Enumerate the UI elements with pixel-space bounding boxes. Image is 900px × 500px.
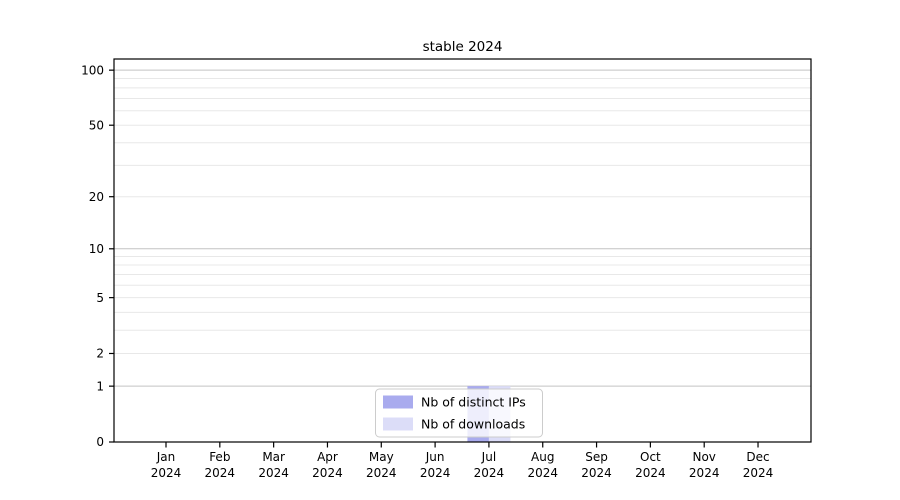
x-tick-label-dec: Dec 2024 — [743, 450, 774, 480]
x-tick-label-nov: Nov 2024 — [689, 450, 720, 480]
y-tick-label-50: 50 — [89, 118, 104, 132]
x-tick-label-jun: Jun 2024 — [420, 450, 451, 480]
legend-swatch-distinct-ips — [383, 395, 413, 409]
y-tick-label-5: 5 — [96, 291, 104, 305]
x-tick-label-feb: Feb 2024 — [205, 450, 236, 480]
x-tick-label-aug: Aug 2024 — [527, 450, 558, 480]
legend-swatch-downloads — [383, 417, 413, 431]
x-tick-label-oct: Oct 2024 — [635, 450, 666, 480]
y-tick-label-0: 0 — [96, 435, 104, 449]
y-tick-label-100: 100 — [81, 63, 104, 77]
x-tick-label-mar: Mar 2024 — [258, 450, 289, 480]
x-tick-label-jul: Jul 2024 — [474, 450, 505, 480]
legend-label-downloads: Nb of downloads — [421, 417, 525, 432]
y-tick-label-20: 20 — [89, 190, 104, 204]
y-tick-label-2: 2 — [96, 347, 104, 361]
y-tick-label-10: 10 — [89, 242, 104, 256]
legend-label-distinct-ips: Nb of distinct IPs — [421, 395, 526, 410]
x-tick-label-sep: Sep 2024 — [581, 450, 612, 480]
x-tick-label-apr: Apr 2024 — [312, 450, 343, 480]
y-tick-label-1: 1 — [96, 379, 104, 393]
plot-border — [113, 58, 812, 443]
chart-title: stable 2024 — [423, 39, 503, 55]
x-tick-label-jan: Jan 2024 — [151, 450, 182, 480]
x-tick-label-may: May 2024 — [366, 450, 397, 480]
legend: Nb of distinct IPs Nb of downloads — [375, 388, 543, 438]
legend-box — [375, 388, 543, 438]
